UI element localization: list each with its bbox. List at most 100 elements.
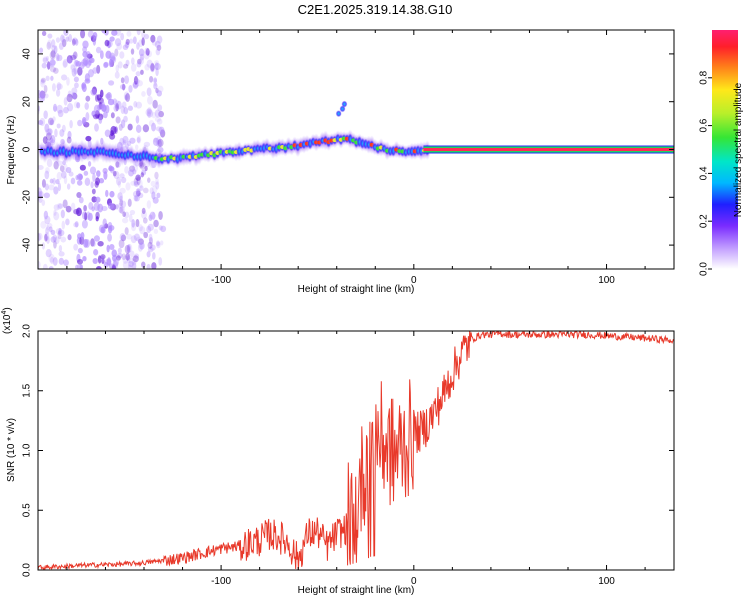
spectrogram-noise-cell — [41, 242, 46, 250]
spectrogram-noise-cell — [127, 123, 133, 131]
spectrogram-noise-cell — [116, 255, 121, 261]
spectrogram-noise-cell — [135, 190, 141, 197]
spectrogram-noise-cell — [39, 47, 44, 54]
spectrogram-noise-cell — [128, 85, 133, 93]
spectrogram-noise-cell — [93, 235, 100, 242]
spectrogram-noise-cell — [124, 166, 129, 174]
spectrogram-noise-cell — [130, 180, 137, 186]
spectrogram-noise-cell — [114, 38, 122, 47]
spectrogram-noise-cell — [146, 200, 152, 209]
spectrogram-noise-cell — [127, 243, 133, 253]
spectrogram-noise-cell — [157, 85, 164, 93]
spectrogram-noise-cell — [158, 225, 163, 231]
spectrogram-noise-cell — [126, 244, 131, 254]
spectrogram-noise-cell — [121, 217, 129, 224]
spectrogram-noise-cell — [111, 264, 116, 269]
spectrogram-noise-cell — [85, 95, 91, 102]
spectrogram-noise-cell — [118, 202, 123, 209]
spectrogram-noise-cell — [61, 170, 67, 179]
spectrogram-noise-cell — [150, 62, 155, 72]
spectrogram-noise-cell — [39, 117, 46, 127]
spectrogram-noise-cell — [141, 210, 147, 219]
colorbar-tick-label: 0.8 — [699, 70, 710, 84]
spectrogram-noise-cell — [50, 236, 56, 243]
spectrogram-noise-cell — [63, 259, 69, 267]
spectrogram-noise-cell — [127, 264, 133, 269]
spectrogram-noise-cell — [81, 116, 87, 125]
spectrogram-noise-cell — [128, 257, 134, 264]
spectrogram-noise-cell — [138, 48, 145, 57]
spectrogram-noise-cell — [53, 186, 59, 195]
spectrogram-noise-cell — [136, 30, 141, 36]
spectrogram-noise-cell — [97, 255, 102, 264]
spectrogram-noise-cell — [156, 241, 161, 249]
spectrogram-noise-cell — [111, 30, 118, 36]
spectrogram-noise-cell — [70, 54, 77, 61]
spectrogram-noise-cell — [122, 44, 129, 51]
spectrogram-noise-cell — [52, 257, 58, 266]
spectrogram-noise-cell — [119, 205, 124, 215]
spectrogram-noise-cell — [116, 42, 122, 51]
spectrogram-noise-cell — [56, 202, 62, 210]
spectrogram-noise-cell — [49, 50, 56, 60]
spectrogram-noise-cell — [118, 239, 125, 249]
spectrogram-noise-cell — [110, 112, 115, 119]
spectrogram-noise-cell — [52, 234, 58, 242]
spectrogram-noise-cell — [79, 164, 86, 171]
spectrogram-noise-cell — [58, 227, 62, 234]
spectrogram-noise-cell — [67, 90, 72, 98]
spectrogram-noise-cell — [124, 75, 130, 84]
spectrogram-noise-cell — [133, 177, 139, 186]
spectrogram-noise-cell — [45, 167, 50, 174]
spectrogram-noise-cell — [51, 39, 56, 48]
spectrogram-noise-cell — [62, 199, 68, 209]
spectrogram-noise-cell — [130, 63, 137, 72]
spectrogram-noise-cell — [109, 36, 115, 42]
spectrogram-noise-cell — [72, 92, 78, 100]
chart-title: C2E1.2025.319.14.38.G10 — [298, 2, 453, 17]
spectrogram-noise-cell — [57, 203, 64, 209]
spectrogram-noise-cell — [133, 181, 140, 187]
spectrogram-noise-cell — [128, 260, 134, 268]
snr-y-label: SNR (10 * v/v) — [6, 418, 17, 482]
spectrogram-noise-cell — [73, 76, 79, 83]
spectrogram-noise-cell — [103, 62, 109, 69]
spectrogram-noise-cell — [135, 124, 142, 134]
spectrogram-x-label: Height of straight line (km) — [298, 284, 415, 295]
spectrogram-noise-cell — [156, 240, 161, 247]
spectrogram-noise-cell — [139, 185, 144, 191]
spectrogram-noise-cell — [41, 199, 46, 206]
snr-series-line — [38, 331, 674, 570]
spectrogram-noise-cell — [49, 66, 57, 73]
spectrogram-noise-cell — [63, 175, 68, 185]
spectrogram-noise-cell — [129, 38, 134, 44]
spectrogram-noise-cell — [158, 110, 164, 118]
spectrogram-noise-cell — [66, 136, 72, 144]
spectrogram-noise-cell — [156, 136, 162, 145]
spectrogram-noise-cell — [60, 236, 67, 243]
spectrogram-noise-cell — [132, 36, 137, 45]
spectrogram-noise-cell — [132, 255, 139, 263]
snr-y-ticks: 0.0 0.5 1.0 1.5 2.0 — [22, 324, 674, 577]
spectrogram-noise-cell — [133, 100, 138, 108]
spectrogram-y-label: Frequency (Hz) — [6, 116, 17, 185]
spectrogram-noise-cell — [98, 178, 105, 184]
spectrogram-noise-cell — [38, 232, 43, 241]
spectrogram-noise-cell — [98, 116, 103, 124]
spectrogram-noise-cell — [122, 211, 126, 218]
spectrogram-noise-cell — [153, 77, 158, 84]
spectrogram-x-tick-label: 0 — [411, 275, 417, 286]
spectrogram-noise-cell — [159, 129, 166, 138]
spectrogram-noise-cell — [147, 177, 151, 183]
spectrogram-noise-cell — [136, 61, 142, 68]
spectrogram-noise-cell — [113, 258, 119, 267]
spectrogram-noise-cell — [139, 242, 145, 250]
spectrogram-noise-cell — [61, 74, 68, 81]
spectrogram-noise-cell — [40, 220, 47, 229]
spectrogram-noise-cell — [132, 190, 139, 198]
spectrogram-noise-cell — [147, 246, 154, 253]
spectrogram-noise-cell — [96, 170, 101, 178]
spectrogram-noise-cell — [149, 63, 155, 73]
spectrogram-noise-cell — [150, 34, 156, 43]
snr-panel: -100 0 100 0.0 0.5 1.0 1.5 2.0 Height of strai… — [1, 307, 675, 596]
